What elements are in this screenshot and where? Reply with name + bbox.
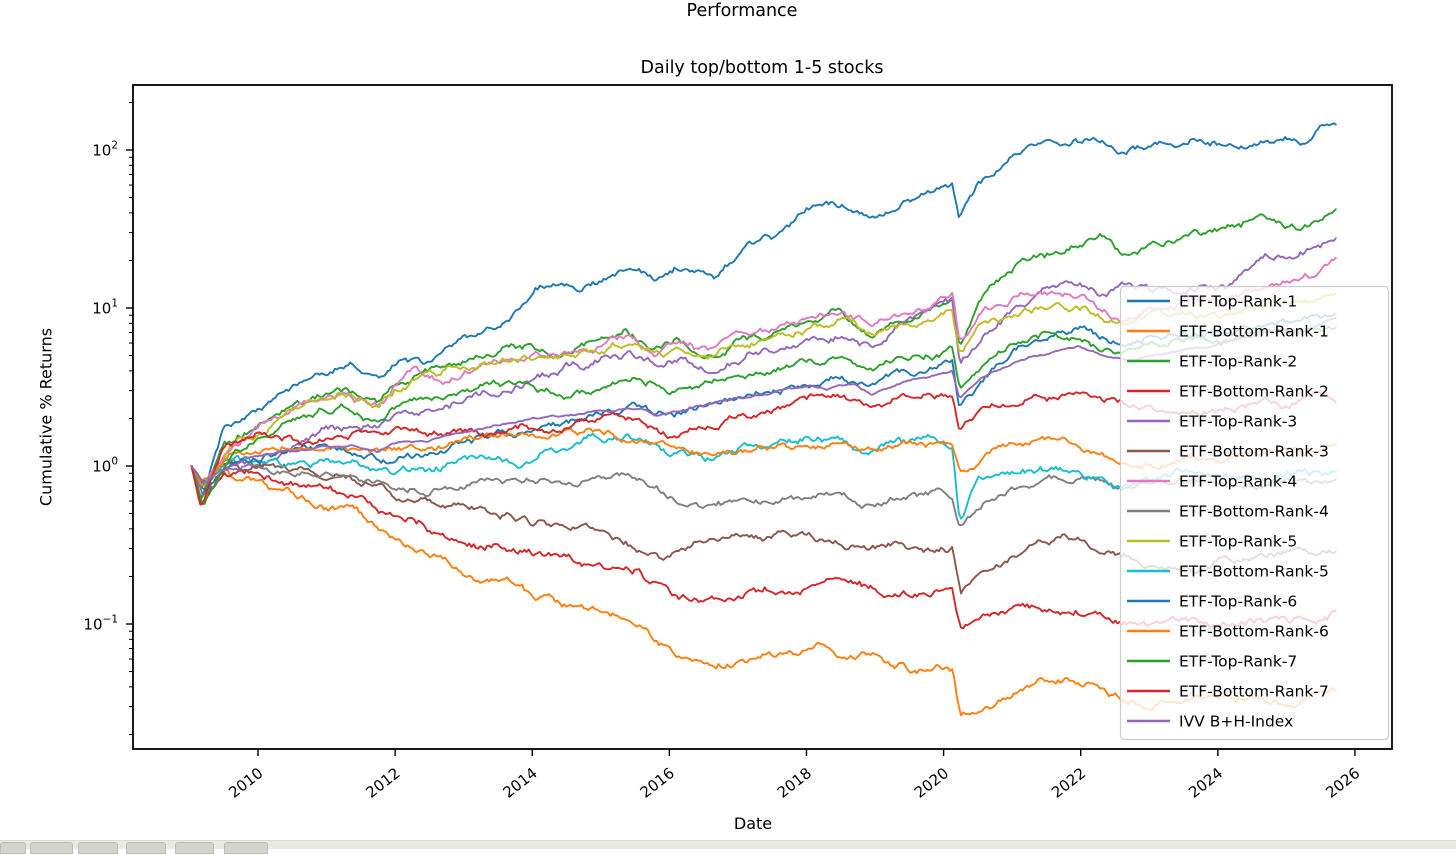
legend-label-etf-bottom-rank-3: ETF-Bottom-Rank-3 (1179, 443, 1329, 461)
taskbar-button-5[interactable] (175, 842, 214, 854)
legend-item-ivv-b-h-index: IVV B+H-Index (1127, 713, 1293, 731)
y-tick-label: 101 (92, 298, 118, 318)
series-line-etf-top-rank-3 (190, 237, 1337, 496)
legend-label-etf-bottom-rank-5: ETF-Bottom-Rank-5 (1179, 563, 1329, 581)
legend-label-etf-bottom-rank-1: ETF-Bottom-Rank-1 (1179, 323, 1329, 341)
series-line-etf-top-rank-1 (190, 122, 1337, 499)
legend-item-etf-top-rank-6: ETF-Top-Rank-6 (1127, 593, 1297, 611)
taskbar-button-6[interactable] (224, 842, 268, 854)
legend-item-etf-bottom-rank-1: ETF-Bottom-Rank-1 (1127, 323, 1329, 341)
legend-label-etf-top-rank-7: ETF-Top-Rank-7 (1179, 653, 1297, 671)
figure-suptitle: Performance (686, 1, 798, 21)
legend-item-etf-bottom-rank-7: ETF-Bottom-Rank-7 (1127, 683, 1329, 701)
taskbar-button-1[interactable] (0, 842, 26, 854)
y-tick-label: 100 (92, 456, 118, 476)
legend-item-etf-top-rank-4: ETF-Top-Rank-4 (1127, 473, 1297, 491)
x-tick-label-2010: 2010 (225, 764, 266, 802)
legend-item-etf-top-rank-7: ETF-Top-Rank-7 (1127, 653, 1297, 671)
x-tick-label-2026: 2026 (1322, 764, 1363, 802)
legend-label-ivv-b-h-index: IVV B+H-Index (1179, 713, 1293, 731)
legend-item-etf-bottom-rank-4: ETF-Bottom-Rank-4 (1127, 503, 1329, 521)
legend-item-etf-bottom-rank-5: ETF-Bottom-Rank-5 (1127, 563, 1329, 581)
legend-label-etf-top-rank-1: ETF-Top-Rank-1 (1179, 293, 1297, 311)
legend-label-etf-bottom-rank-2: ETF-Bottom-Rank-2 (1179, 383, 1329, 401)
axes-frame (132, 84, 1393, 750)
x-tick-label-2018: 2018 (774, 764, 815, 802)
legend-label-etf-bottom-rank-4: ETF-Bottom-Rank-4 (1179, 503, 1329, 521)
legend-item-etf-bottom-rank-2: ETF-Bottom-Rank-2 (1127, 383, 1329, 401)
x-tick-label-2022: 2022 (1048, 764, 1089, 802)
x-tick-label-2014: 2014 (500, 764, 541, 802)
x-tick-label-2024: 2024 (1185, 764, 1226, 802)
y-tick-label: 10−1 (83, 614, 118, 634)
taskbar-button-2[interactable] (30, 842, 73, 854)
legend-item-etf-top-rank-5: ETF-Top-Rank-5 (1127, 533, 1297, 551)
x-tick-label-2012: 2012 (362, 764, 403, 802)
y-axis-label: Cumulative % Returns (36, 327, 56, 507)
taskbar-strip (0, 840, 1456, 854)
x-tick-label-2020: 2020 (911, 764, 952, 802)
legend-label-etf-bottom-rank-6: ETF-Bottom-Rank-6 (1179, 623, 1329, 641)
legend-label-etf-top-rank-5: ETF-Top-Rank-5 (1179, 533, 1297, 551)
legend-label-etf-top-rank-3: ETF-Top-Rank-3 (1179, 413, 1297, 431)
legend-item-etf-top-rank-1: ETF-Top-Rank-1 (1127, 293, 1297, 311)
taskbar-button-4[interactable] (126, 842, 166, 854)
legend-box (1119, 285, 1390, 741)
legend-label-etf-top-rank-6: ETF-Top-Rank-6 (1179, 593, 1297, 611)
taskbar-button-3[interactable] (78, 842, 118, 854)
legend-item-etf-bottom-rank-3: ETF-Bottom-Rank-3 (1127, 443, 1329, 461)
legend-label-etf-top-rank-4: ETF-Top-Rank-4 (1179, 473, 1297, 491)
legend-item-etf-top-rank-2: ETF-Top-Rank-2 (1127, 353, 1297, 371)
legend-item-etf-top-rank-3: ETF-Top-Rank-3 (1127, 413, 1297, 431)
x-axis-label: Date (733, 814, 773, 833)
legend-label-etf-bottom-rank-7: ETF-Bottom-Rank-7 (1179, 683, 1329, 701)
x-tick-label-2016: 2016 (637, 764, 678, 802)
legend: ETF-Top-Rank-1 ETF-Bottom-Rank-1 ETF-Top-R… (1119, 285, 1390, 741)
legend-item-etf-bottom-rank-6: ETF-Bottom-Rank-6 (1127, 623, 1329, 641)
y-tick-label: 102 (92, 140, 118, 160)
legend-label-etf-top-rank-2: ETF-Top-Rank-2 (1179, 353, 1297, 371)
axes-title: Daily top/bottom 1-5 stocks (640, 58, 884, 78)
